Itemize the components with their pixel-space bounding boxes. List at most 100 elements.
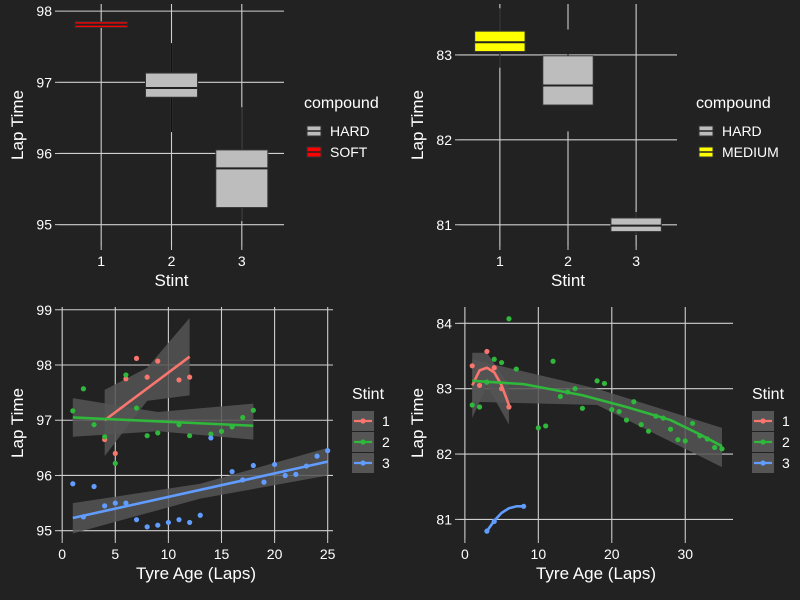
legend: compound HARD SOFT: [304, 95, 379, 160]
x-tick-label: 5: [111, 546, 119, 562]
data-point: [579, 405, 586, 411]
legend-title: Stint: [352, 386, 385, 403]
x-tick-label: 10: [531, 546, 547, 562]
legend-title: compound: [304, 95, 379, 112]
data-point: [469, 402, 475, 408]
data-point: [250, 462, 256, 469]
series-stint-2: [469, 316, 725, 452]
data-point: [155, 430, 161, 436]
y-tick-label: 97: [36, 74, 52, 90]
data-point: [133, 517, 140, 523]
x-tick-label: 25: [320, 546, 336, 562]
box-hard-stint-3: [215, 107, 269, 222]
series-stint-3: [484, 503, 527, 534]
data-point: [631, 399, 637, 405]
data-point: [133, 405, 140, 411]
fit-line-stint-1: [103, 355, 191, 422]
data-point: [123, 500, 129, 506]
y-tick-label: 83: [436, 381, 452, 397]
x-tick-label: 15: [214, 546, 230, 562]
confidence-band-stint-2: [472, 359, 722, 468]
series-stint-3: [70, 435, 331, 530]
data-point: [689, 420, 696, 426]
data-point: [112, 460, 118, 466]
data-point: [550, 358, 556, 364]
x-tick-label: 0: [461, 546, 469, 562]
legend-label-stint-2: 2: [782, 434, 790, 450]
x-axis-title: Stint: [154, 271, 188, 290]
legend-label-stint-3: 3: [782, 455, 790, 471]
legend-key-point: [760, 460, 766, 466]
data-point: [208, 431, 214, 437]
data-point: [112, 500, 118, 506]
x-axis-title: Tyre Age (Laps): [136, 564, 256, 583]
fit-line-stint-3: [72, 460, 328, 520]
data-point: [155, 358, 161, 364]
data-point: [261, 479, 267, 485]
y-axis-title: Lap Time: [8, 90, 27, 160]
y-tick-label: 96: [36, 467, 52, 483]
data-point: [476, 404, 483, 410]
y-tick-label: 97: [36, 412, 52, 428]
legend-key-point: [760, 418, 766, 424]
data-point: [144, 433, 150, 439]
data-point: [638, 422, 644, 428]
data-point: [667, 426, 674, 432]
fit-line-stint-3: [485, 505, 524, 532]
x-tick-label: 20: [604, 546, 620, 562]
legend-label-soft: SOFT: [330, 144, 368, 160]
y-tick-label: 82: [436, 132, 452, 148]
data-point: [682, 438, 688, 444]
y-tick-label: 81: [436, 511, 452, 527]
data-point: [176, 517, 182, 523]
x-axis-title: Tyre Age (Laps): [536, 564, 656, 583]
data-point: [491, 356, 497, 362]
data-point: [557, 393, 563, 400]
x-tick-label: 10: [161, 546, 177, 562]
legend-title: Stint: [752, 386, 785, 403]
data-point: [506, 404, 512, 410]
x-axis-title: Stint: [551, 271, 585, 290]
x-tick-label: 1: [97, 253, 105, 269]
data-point: [240, 414, 246, 421]
data-point: [123, 372, 129, 378]
data-point: [712, 444, 718, 451]
data-point: [572, 386, 578, 392]
data-point: [645, 428, 652, 434]
legend-label-stint-1: 1: [782, 413, 790, 429]
data-point: [325, 448, 331, 454]
y-tick-label: 84: [436, 315, 452, 331]
legend-label-hard: HARD: [722, 123, 762, 139]
box-soft-stint-1: [74, 21, 128, 28]
data-point: [675, 437, 681, 443]
data-point: [155, 522, 161, 528]
fit-line-stint-2: [72, 416, 254, 428]
series-stint-1: [102, 355, 193, 456]
data-point: [144, 524, 150, 530]
x-tick-label: 3: [238, 253, 246, 269]
data-point: [719, 446, 725, 452]
y-tick-label: 82: [436, 446, 452, 462]
series-stint-1: [469, 348, 512, 410]
box-hard-stint-2: [144, 43, 199, 133]
chart-panel-2: 81 82 83 1 2 3 Stint Lap Time compound HARD MEDIUM: [408, 4, 779, 290]
fit-line-stint-2: [472, 379, 723, 448]
data-point: [535, 425, 541, 431]
legend-key-point: [360, 418, 366, 424]
data-point: [594, 378, 600, 384]
data-point: [187, 519, 193, 526]
x-tick-label: 3: [632, 253, 640, 269]
data-point: [609, 407, 615, 413]
legend-key-point: [760, 439, 766, 445]
data-point: [91, 483, 97, 490]
legend-key-point: [360, 460, 366, 466]
series-stint-2: [70, 372, 256, 466]
data-point: [70, 481, 76, 487]
y-tick-label: 96: [36, 145, 52, 161]
fit-line-stint-1: [471, 366, 511, 406]
legend-key-point: [360, 439, 366, 445]
box-body: [542, 55, 594, 106]
y-tick-label: 99: [36, 302, 52, 318]
legend-label-stint-1: 1: [382, 413, 390, 429]
